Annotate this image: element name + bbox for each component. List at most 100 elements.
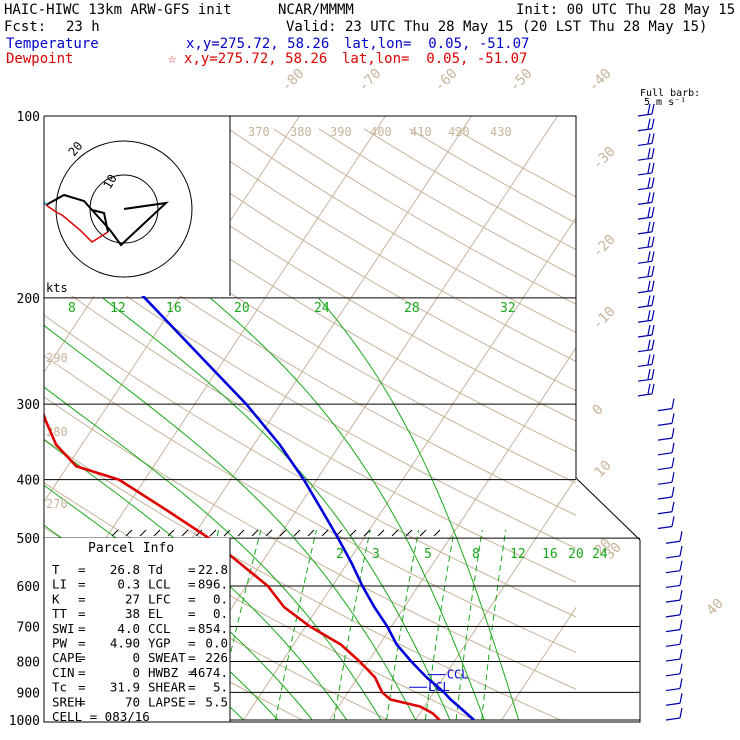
hatch-mark [349,529,357,537]
isotherm-line [674,116,740,720]
hodograph-trace [45,193,170,247]
hatch-mark [153,529,161,537]
wind-barb-flag [679,604,683,615]
wind-barb-flag [651,251,655,262]
wind-barb-flag [651,339,655,350]
hatch-mark [209,529,217,537]
parcel-info-panel: Parcel Info T = 26.8 Td = 22.8LI = 0.3 LCL = 896.K… [44,538,231,724]
dry-adiabat [273,128,576,305]
mixing-ratio-label: 20 [234,301,250,316]
parcel-info-value: LCL [148,577,171,592]
parcel-info-title: Parcel Info [88,541,174,556]
wind-barb-flag [647,339,651,350]
parcel-info-value: 896. [198,577,228,592]
wind-barb-flag [647,221,651,232]
dry-adiabat [318,128,576,278]
wind-barb [637,231,653,235]
mixing-ratio-label: 3 [372,547,380,562]
parcel-info-value: = [78,694,86,709]
parcel-info-value: 0 [132,665,140,680]
wind-barb-flag [679,707,683,719]
dry-adiabat [453,128,576,198]
wind-barb-flag [651,265,655,277]
wind-barb [637,378,653,382]
pressure-tick-label: 300 [17,398,40,413]
wind-barb-flag [647,310,651,321]
wind-barb-flag [647,192,651,203]
parcel-info-value: LFC [148,591,171,606]
wind-barb-flag [647,177,651,188]
parcel-info-value: = [78,562,86,577]
dewpoint-star-icon: ☆ [168,51,177,67]
model-title: HAIC-HIWC 13km ARW-GFS init [4,2,232,18]
mixing-ratio-line [455,530,484,720]
wind-barb [637,172,653,176]
wind-barb [637,319,653,323]
parcel-info-value: 226 [205,650,228,665]
parcel-info-value: 31.9 [110,680,140,695]
mixing-ratio-label: 12 [110,301,126,316]
hatch-mark [181,529,189,537]
wind-barb-flag [671,398,675,409]
parcel-info-value: 4674. [190,665,228,680]
wind-barb [657,466,673,471]
isotherm-label: 40 [704,596,727,619]
hatch-mark [377,529,385,537]
hatch-mark [251,529,259,537]
mixing-ratio-label: 32 [500,301,516,316]
wind-barb-flag [651,280,655,291]
wind-barb-flag [679,678,683,689]
wind-barb-flag [647,118,651,129]
wind-barb [637,275,653,279]
parcel-info-value: 22.8 [198,562,228,577]
parcel-info-value: = [188,650,196,665]
parcel-info-value: = [78,680,86,695]
parcel-info-value: = [78,577,86,592]
parcel-info-value: = [188,577,196,592]
wind-barb [665,643,681,647]
wind-barb-flag [651,207,655,218]
parcel-info-value: CIN [52,665,75,680]
wind-barb-flag [647,251,651,262]
mixing-ratio-label: 8 [68,301,76,316]
wind-barb-flag [671,472,675,483]
forecast-label: Fcst: [4,19,47,35]
wind-barb [637,128,653,132]
wind-barb [665,687,681,692]
wind-barb-flag [671,457,675,468]
isotherm-label: -80 [279,66,308,95]
parcel-info-value: = [78,636,86,651]
wind-barb-flag [647,162,651,174]
hodograph-units: kts [46,281,68,295]
wind-barb-flag [679,619,683,630]
hatch-mark [433,529,441,537]
wind-barb-flag [679,545,683,557]
theta-label: 290 [46,351,68,365]
wind-barb-flag [647,354,651,365]
cell-motion: CELL = 083/16 [52,709,150,724]
hatch-mark [293,529,301,537]
isotherm-label: -10 [590,304,619,333]
wind-barb-flag [651,133,655,144]
temperature-legend: Temperature [6,36,99,52]
hodograph-trace-segment [91,209,109,233]
wind-barb [665,555,681,559]
wind-barb [637,393,653,397]
wind-barb [665,599,681,603]
wind-barb [637,290,653,294]
wind-barb-flag [651,103,655,115]
parcel-info-value: 27 [125,591,140,606]
wind-barb-flag [679,560,683,571]
theta-label: 430 [490,125,512,139]
mixing-ratio-label: 8 [472,547,480,562]
hodograph-inset: 20 10 kts [43,116,231,296]
wind-barb-flag [651,177,655,188]
hatch-mark [265,529,273,537]
parcel-info-value: HWBZ [148,665,179,680]
level-label: CCL [447,668,469,682]
wind-barb-flag [647,383,651,395]
parcel-info-value: = [188,562,196,577]
pressure-tick-label: 500 [17,532,40,547]
isotherm-line [44,116,300,503]
